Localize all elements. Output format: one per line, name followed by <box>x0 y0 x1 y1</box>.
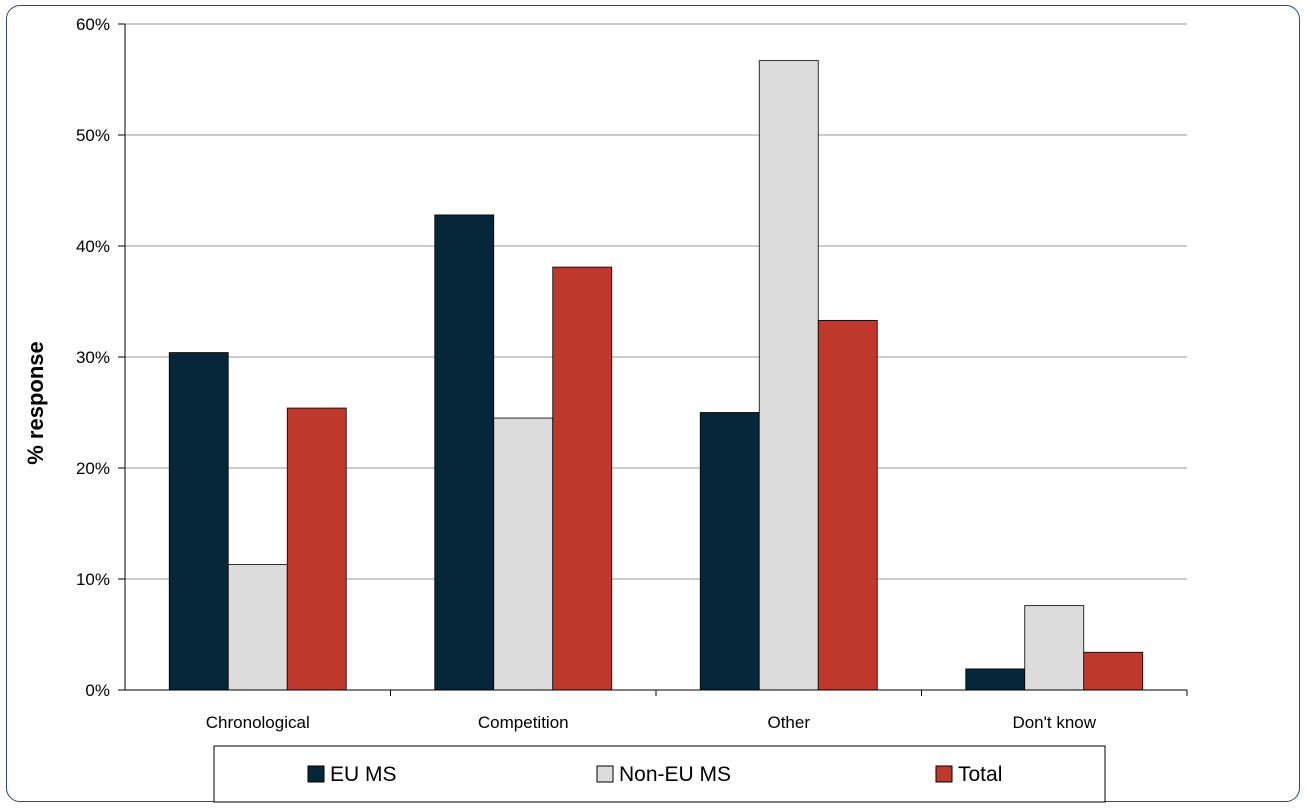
bar <box>552 266 613 691</box>
bar <box>493 417 554 691</box>
legend-label: Non-EU MS <box>619 763 731 786</box>
legend-label: EU MS <box>330 763 397 786</box>
bar <box>1024 605 1085 691</box>
bars <box>168 60 1144 691</box>
y-tick-label: 60% <box>76 15 110 34</box>
y-tick-label: 20% <box>76 459 110 478</box>
y-tick-label: 0% <box>85 681 110 700</box>
bar <box>1083 651 1144 691</box>
y-tick-label: 10% <box>76 570 110 589</box>
x-category-label: Other <box>767 713 810 732</box>
y-tick-label: 40% <box>76 237 110 256</box>
y-tick-label: 50% <box>76 126 110 145</box>
legend-label: Total <box>958 763 1002 786</box>
y-tick-labels: 0% 10% 20% 30% 40% 50% 60% <box>76 15 110 700</box>
legend-box <box>213 745 1106 803</box>
gridlines <box>125 23 1187 580</box>
bar <box>758 60 819 691</box>
bar <box>965 668 1026 691</box>
x-category-label: Don't know <box>1012 713 1096 732</box>
bar <box>286 407 347 691</box>
y-tick-label: 30% <box>76 348 110 367</box>
x-category-labels: Chronological Competition Other Don't know <box>206 713 1097 732</box>
legend-swatch <box>307 765 325 783</box>
axes <box>118 23 1188 696</box>
x-category-label: Chronological <box>206 713 310 732</box>
bar <box>227 564 288 691</box>
bar <box>168 352 229 691</box>
legend-swatch <box>935 765 953 783</box>
bar <box>434 214 495 691</box>
bar <box>699 412 760 691</box>
bar <box>817 319 878 691</box>
y-axis-title: % response <box>23 341 48 465</box>
legend: EU MS Non-EU MS Total <box>213 745 1106 803</box>
legend-swatch <box>596 765 614 783</box>
x-category-label: Competition <box>478 713 569 732</box>
